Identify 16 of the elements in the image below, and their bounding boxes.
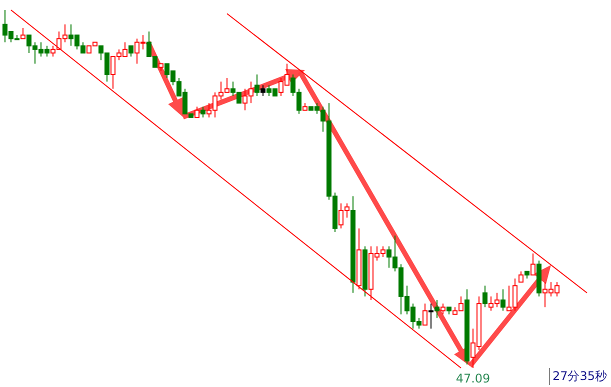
candlestick bbox=[422, 303, 428, 326]
annotation: 47.09 bbox=[456, 372, 490, 386]
candlestick bbox=[530, 252, 536, 276]
candlestick bbox=[20, 27, 26, 40]
candlestick bbox=[518, 270, 524, 283]
candlestick bbox=[434, 300, 440, 318]
candlestick bbox=[500, 288, 506, 312]
candlestick bbox=[128, 45, 134, 58]
candlestick bbox=[200, 106, 206, 118]
candlestick bbox=[260, 84, 266, 96]
candlestick bbox=[482, 285, 488, 308]
text: 27分35秒 bbox=[549, 368, 609, 385]
candlestick bbox=[254, 74, 260, 96]
candlestick bbox=[440, 303, 446, 315]
candlestick bbox=[428, 303, 434, 330]
candlestick bbox=[194, 106, 200, 118]
